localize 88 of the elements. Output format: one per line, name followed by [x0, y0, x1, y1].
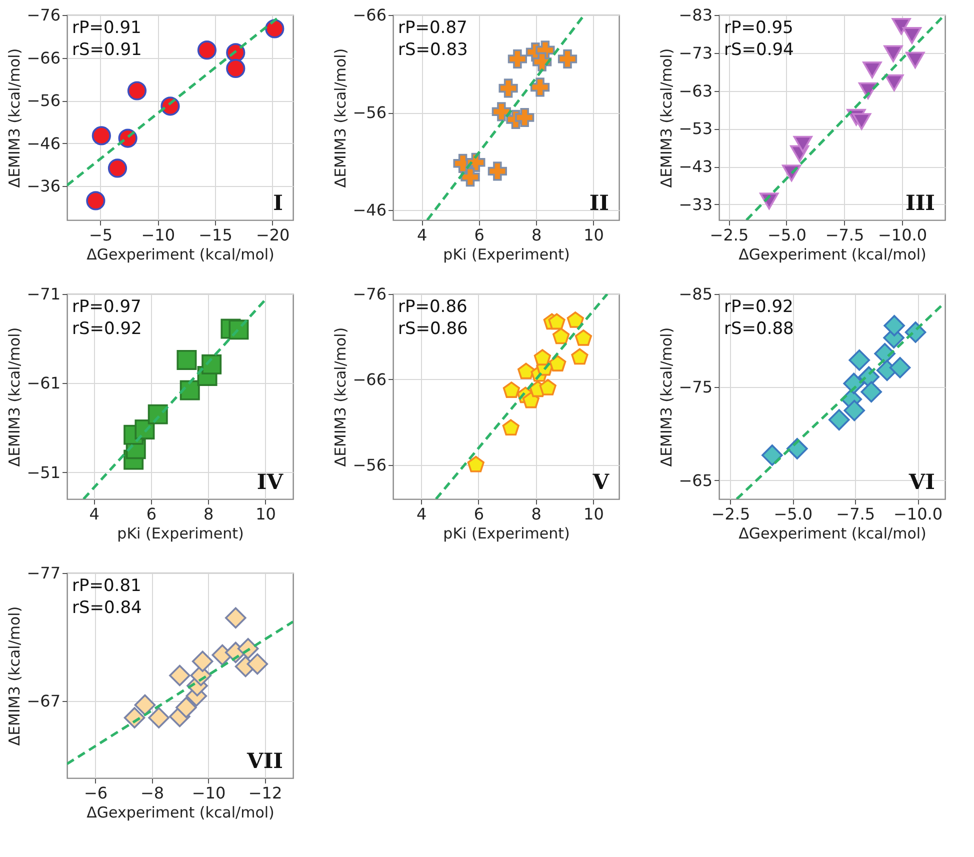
y-tick-label: −56 [352, 103, 386, 122]
annotation: VI [908, 469, 935, 494]
y-axis-title: ΔEMIM3 (kcal/mol) [332, 327, 350, 467]
x-tick-label: 4 [416, 504, 427, 524]
annotation: rP=0.92 [724, 297, 794, 317]
x-tick-label: −20 [256, 226, 290, 244]
y-tick-label: −76 [352, 284, 386, 304]
y-tick-label: −83 [678, 6, 712, 24]
annotation: rP=0.91 [72, 18, 142, 38]
x-tick-label: −5 [88, 226, 113, 244]
annotation: rS=0.94 [724, 40, 794, 60]
y-axis-title: ΔEMIM3 (kcal/mol) [658, 327, 676, 467]
annotation: VII [246, 748, 283, 773]
y-tick-label: −46 [352, 200, 386, 220]
y-tick-label: −51 [26, 462, 60, 482]
x-tick-label: −5.0 [774, 504, 813, 524]
x-tick-label: −10 [141, 226, 176, 244]
annotation: III [906, 190, 935, 215]
annotation: rP=0.97 [72, 297, 142, 317]
y-tick-label: −75 [678, 378, 712, 397]
y-tick-label: −56 [352, 455, 386, 474]
x-tick-label: 10 [584, 226, 604, 244]
x-tick-label: 6 [146, 504, 157, 524]
x-tick-label: −10 [192, 784, 226, 802]
y-tick-label: −33 [678, 194, 712, 214]
annotation: rP=0.81 [72, 576, 142, 596]
annotation: rP=0.86 [398, 297, 468, 317]
annotation: rS=0.84 [72, 598, 142, 618]
y-tick-label: −65 [678, 470, 712, 490]
annotation: rS=0.92 [72, 319, 142, 339]
x-tick-label: −12 [248, 784, 282, 802]
x-axis-title: ΔGexperiment (kcal/mol) [738, 246, 926, 264]
y-tick-label: −63 [678, 81, 712, 100]
x-tick-label: 8 [204, 504, 214, 524]
x-tick-label: −7.5 [825, 226, 864, 244]
y-axis-title: ΔEMIM3 (kcal/mol) [658, 48, 676, 188]
x-tick-label: 8 [531, 504, 542, 524]
annotation: rS=0.88 [724, 319, 794, 339]
annotation: rP=0.87 [398, 18, 468, 38]
x-tick-label: −15 [198, 226, 232, 244]
annotation: IV [256, 469, 284, 494]
y-axis-title: ΔEMIM3 (kcal/mol) [6, 606, 24, 746]
x-tick-label: −2.5 [710, 226, 749, 244]
y-tick-label: −71 [26, 284, 60, 304]
y-tick-label: −67 [26, 692, 60, 711]
x-tick-label: 6 [474, 226, 484, 244]
x-tick-label: −5.0 [768, 226, 806, 244]
x-axis-title: pKi (Experiment) [443, 246, 570, 264]
annotation: II [589, 190, 609, 215]
x-tick-label: −10.0 [878, 226, 928, 244]
y-tick-label: −77 [26, 564, 60, 582]
x-tick-label: −10.0 [894, 504, 943, 524]
y-tick-label: −73 [678, 43, 712, 62]
x-tick-label: −7.5 [836, 504, 876, 524]
x-tick-label: 10 [584, 504, 604, 524]
y-tick-label: −53 [678, 119, 712, 138]
x-tick-label: −2.5 [711, 504, 750, 524]
annotation: rS=0.86 [398, 319, 468, 339]
x-axis-title: ΔGexperiment (kcal/mol) [86, 804, 274, 822]
y-tick-label: −85 [678, 284, 712, 304]
y-axis-title: ΔEMIM3 (kcal/mol) [6, 48, 24, 188]
x-tick-label: 8 [531, 226, 542, 244]
x-axis-title: pKi (Experiment) [443, 524, 570, 542]
annotation: V [592, 469, 610, 494]
x-tick-label: −8 [140, 784, 164, 802]
y-tick-label: −46 [26, 134, 60, 153]
y-axis-title: ΔEMIM3 (kcal/mol) [332, 48, 350, 188]
y-tick-label: −66 [26, 48, 60, 68]
y-axis-title: ΔEMIM3 (kcal/mol) [6, 327, 24, 467]
annotation: I [273, 190, 283, 215]
y-tick-label: −66 [352, 370, 386, 389]
annotation: rS=0.91 [72, 40, 142, 60]
y-tick-label: −43 [678, 157, 712, 176]
y-tick-label: −56 [26, 91, 60, 110]
x-tick-label: 10 [256, 504, 276, 524]
y-tick-label: −61 [26, 374, 60, 393]
y-tick-label: −76 [26, 6, 60, 24]
y-tick-label: −36 [26, 176, 60, 196]
annotation: rS=0.83 [398, 40, 468, 60]
x-axis-title: ΔGexperiment (kcal/mol) [738, 524, 926, 542]
x-tick-label: 4 [417, 226, 428, 244]
annotation: rP=0.95 [724, 18, 794, 38]
x-axis-title: ΔGexperiment (kcal/mol) [86, 246, 274, 264]
x-tick-label: −6 [84, 784, 108, 802]
x-tick-label: 4 [89, 504, 100, 524]
x-axis-title: pKi (Experiment) [117, 524, 244, 542]
x-tick-label: 6 [474, 504, 484, 524]
y-tick-label: −66 [352, 6, 386, 24]
